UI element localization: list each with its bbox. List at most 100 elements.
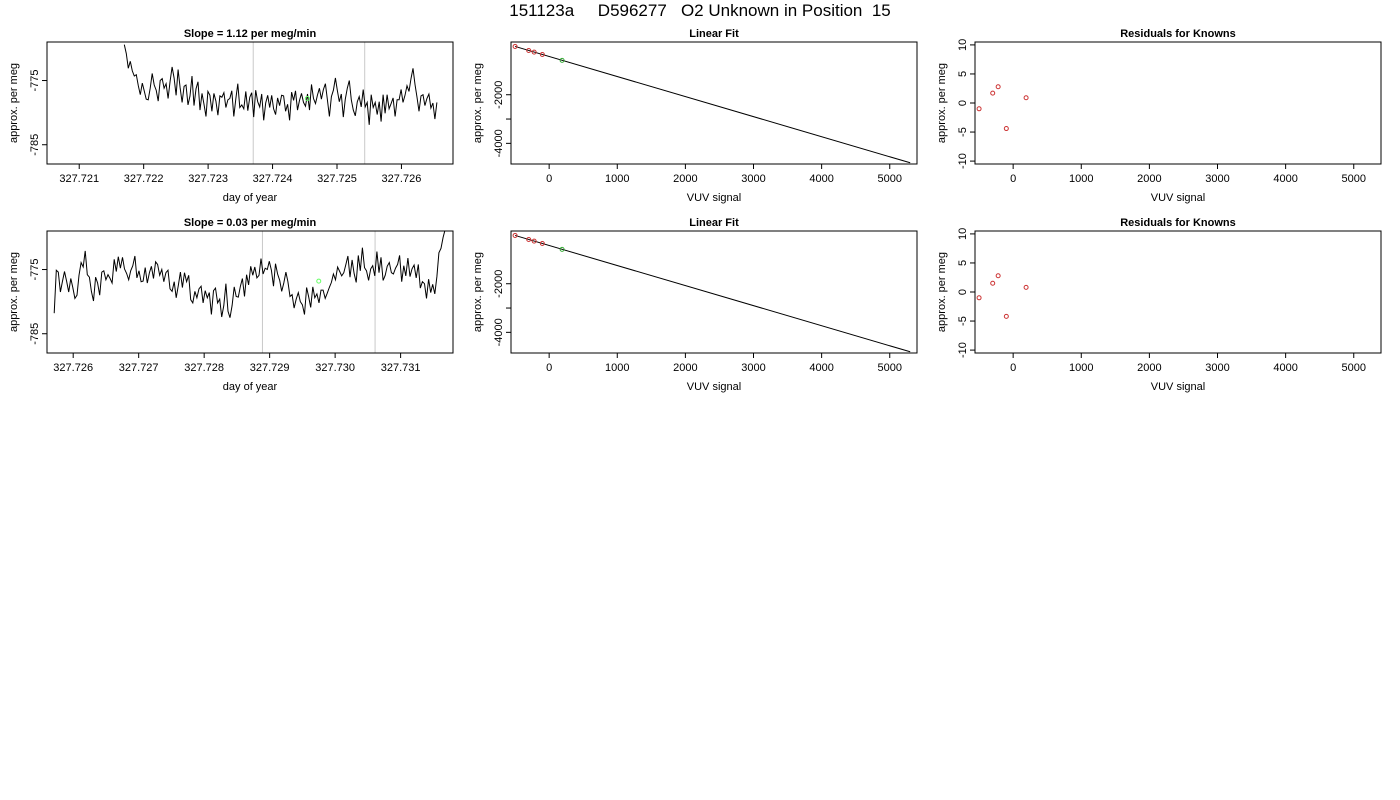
x-axis-label: VUV signal [687, 192, 741, 204]
data-point [559, 57, 565, 63]
plot-frame [510, 230, 918, 354]
chart-panel-1: Slope = 1.12 per meg/min 327.721 327.722 32… [8, 28, 454, 204]
plot-area [512, 43, 911, 164]
y-tick-label: -10 [957, 153, 969, 169]
y-tick-label: -775 [29, 259, 41, 281]
x-tick-label: 1000 [605, 173, 629, 185]
x-tick-label: 0 [546, 173, 552, 185]
chart-title: Linear Fit [689, 217, 739, 229]
x-tick-label: 4000 [809, 362, 833, 374]
data-point [1003, 126, 1009, 132]
x-tick-label: 5000 [878, 173, 902, 185]
x-tick-label: 4000 [1273, 362, 1297, 374]
y-tick-label: -785 [29, 134, 41, 156]
y-axis-label: approx. per meg [8, 63, 20, 143]
fit-line [514, 234, 911, 353]
data-point [1023, 95, 1029, 101]
x-tick-label: 4000 [1273, 173, 1297, 185]
x-tick-label: 327.730 [315, 362, 355, 374]
x-tick-label: 3000 [741, 362, 765, 374]
x-tick-label: 3000 [1205, 362, 1229, 374]
y-axis-label: approx. per meg [936, 63, 948, 143]
y-tick-label: 10 [957, 39, 969, 51]
unknown-marker [304, 96, 310, 102]
data-point [559, 246, 565, 252]
x-tick-label: 0 [546, 362, 552, 374]
y-tick-label: -775 [29, 70, 41, 92]
data-point [531, 49, 537, 55]
plot-area [123, 42, 438, 164]
data-point [539, 52, 545, 58]
figure-title: 151123a D596277 O2 Unknown in Position 1… [509, 1, 891, 20]
data-point [512, 43, 518, 49]
x-tick-label: 327.726 [53, 362, 93, 374]
x-tick-label: 5000 [878, 362, 902, 374]
chart-title: Residuals for Knowns [1120, 217, 1236, 229]
x-axis-label: day of year [223, 381, 278, 393]
data-point [1023, 284, 1029, 290]
plot-frame [46, 230, 454, 354]
x-axis-label: VUV signal [687, 381, 741, 393]
y-tick-label: 5 [957, 260, 969, 266]
unknown-marker [316, 278, 322, 284]
y-tick-label: 5 [957, 71, 969, 77]
x-tick-label: 327.722 [124, 173, 164, 185]
signal-trace [53, 231, 446, 318]
x-tick-label: 1000 [1069, 173, 1093, 185]
y-tick-label: -5 [957, 316, 969, 326]
x-tick-label: 3000 [1205, 173, 1229, 185]
x-axis-label: VUV signal [1151, 381, 1205, 393]
chart-title: Slope = 0.03 per meg/min [184, 217, 317, 229]
x-tick-label: 327.723 [188, 173, 228, 185]
data-point [995, 273, 1001, 279]
x-tick-label: 327.721 [59, 173, 99, 185]
x-tick-label: 2000 [673, 362, 697, 374]
plot-area [53, 231, 446, 353]
data-point [526, 48, 532, 54]
x-tick-label: 0 [1010, 362, 1016, 374]
chart-title: Residuals for Knowns [1120, 28, 1236, 40]
data-point [995, 84, 1001, 90]
y-tick-label: -2000 [493, 81, 505, 109]
y-tick-label: -4000 [493, 318, 505, 346]
chart-panel-4: Slope = 0.03 per meg/min 327.726 327.727 32… [8, 217, 454, 393]
x-tick-label: 5000 [1342, 362, 1366, 374]
x-tick-label: 327.728 [184, 362, 224, 374]
plot-area [512, 232, 911, 353]
x-tick-label: 0 [1010, 173, 1016, 185]
x-tick-label: 327.731 [381, 362, 421, 374]
chart-panel-2: Linear Fit 0 1000 2000 3000 4000 5000 -2000 -400… [472, 28, 918, 204]
y-axis-label: approx. per meg [472, 252, 484, 332]
y-tick-label: -785 [29, 323, 41, 345]
x-tick-label: 2000 [673, 173, 697, 185]
x-tick-label: 3000 [741, 173, 765, 185]
y-tick-label: -4000 [493, 129, 505, 157]
data-point [976, 295, 982, 301]
x-tick-label: 1000 [1069, 362, 1093, 374]
plot-frame [974, 41, 1382, 165]
fit-line [514, 45, 911, 164]
y-tick-label: -5 [957, 127, 969, 137]
data-point [526, 237, 532, 243]
y-tick-label: 0 [957, 100, 969, 106]
x-tick-label: 2000 [1137, 173, 1161, 185]
plot-area [976, 84, 1029, 132]
data-point [1003, 313, 1009, 319]
data-point [512, 232, 518, 238]
y-axis-label: approx. per meg [472, 63, 484, 143]
x-tick-label: 327.727 [119, 362, 159, 374]
x-tick-label: 2000 [1137, 362, 1161, 374]
data-point [539, 241, 545, 247]
x-tick-label: 5000 [1342, 173, 1366, 185]
data-point [990, 280, 996, 286]
y-tick-label: -2000 [493, 270, 505, 298]
x-tick-label: 327.725 [317, 173, 357, 185]
y-tick-label: 0 [957, 289, 969, 295]
plot-area [976, 273, 1029, 319]
x-axis-label: day of year [223, 192, 278, 204]
y-tick-label: 10 [957, 228, 969, 240]
x-tick-label: 327.729 [250, 362, 290, 374]
x-tick-label: 4000 [809, 173, 833, 185]
plot-frame [510, 41, 918, 165]
